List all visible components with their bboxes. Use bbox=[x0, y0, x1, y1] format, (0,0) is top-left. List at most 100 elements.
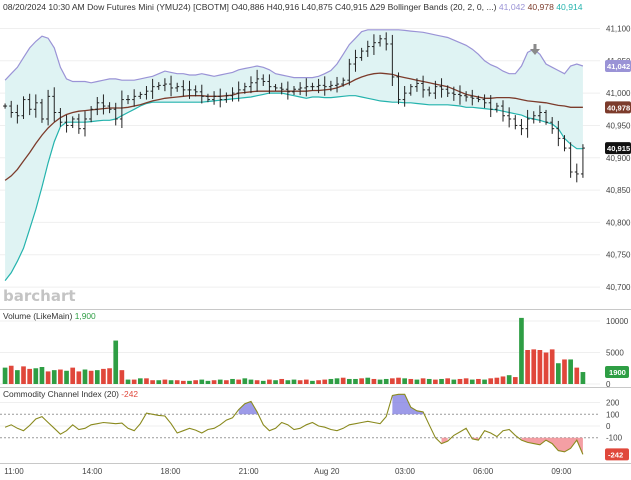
price-bar bbox=[224, 92, 229, 103]
volume-bar bbox=[531, 349, 537, 384]
volume-last-badge-label: 1900 bbox=[609, 368, 626, 377]
price-bar bbox=[230, 87, 235, 102]
chart-header: 08/20/2024 10:30 AM Dow Futures Mini (YM… bbox=[3, 2, 583, 12]
price-bar bbox=[261, 74, 266, 87]
price-bar bbox=[113, 102, 118, 126]
price-bar bbox=[132, 89, 137, 107]
volume-bar bbox=[334, 378, 340, 384]
volume-bar bbox=[433, 379, 438, 384]
price-bar bbox=[27, 93, 32, 116]
volume-bar bbox=[15, 370, 20, 384]
volume-bar bbox=[113, 340, 119, 384]
price-bar bbox=[212, 91, 217, 105]
volume-bar bbox=[230, 378, 235, 384]
cci-extreme-fill bbox=[441, 437, 448, 444]
time-tick-label: 06:00 bbox=[473, 467, 494, 476]
price-tick-label: 40,750 bbox=[606, 251, 631, 260]
header-bb-lower: 40,914 bbox=[556, 2, 583, 12]
volume-bar bbox=[451, 379, 457, 384]
volume-bar bbox=[236, 379, 242, 384]
volume-bar bbox=[285, 380, 291, 384]
volume-bar bbox=[248, 379, 254, 384]
price-bar bbox=[101, 94, 106, 115]
price-bar bbox=[82, 111, 87, 137]
volume-bar bbox=[131, 379, 137, 384]
price-bar bbox=[126, 95, 131, 105]
price-bar bbox=[427, 86, 432, 97]
cci-gridlines bbox=[0, 402, 600, 439]
volume-bar bbox=[500, 376, 506, 384]
price-bar bbox=[396, 72, 401, 105]
time-tick-label: 21:00 bbox=[239, 467, 260, 476]
price-value-badge: 40,915 bbox=[605, 142, 631, 155]
time-tick-label: Aug 20 bbox=[314, 467, 340, 476]
barchart-logo: barchart bbox=[3, 287, 76, 305]
volume-bar bbox=[469, 379, 475, 384]
time-axis: 11:00 14:00 18:00 21:00 Aug 20 03:00 06:00 09:0… bbox=[4, 467, 572, 476]
volume-bar bbox=[101, 368, 106, 384]
volume-bar bbox=[537, 350, 543, 384]
price-bar bbox=[248, 76, 253, 94]
down-arrow-icon bbox=[530, 44, 540, 55]
cci-axis: 200 100 0 -100 -242 bbox=[605, 399, 629, 461]
price-tick-label: 40,850 bbox=[606, 186, 631, 195]
price-bar bbox=[46, 89, 51, 126]
volume-axis: 10000 5000 0 1900 bbox=[605, 317, 629, 389]
volume-bar bbox=[463, 378, 469, 384]
volume-bar bbox=[359, 378, 364, 384]
price-bar bbox=[138, 91, 143, 99]
volume-bar bbox=[549, 349, 555, 384]
price-bar bbox=[574, 163, 579, 183]
volume-bar bbox=[21, 366, 26, 384]
volume-bars bbox=[2, 317, 586, 384]
volume-bar bbox=[150, 380, 155, 384]
volume-bar bbox=[310, 380, 315, 384]
volume-bar bbox=[254, 380, 260, 384]
volume-bar bbox=[426, 378, 432, 384]
price-bar bbox=[89, 106, 94, 123]
volume-bar bbox=[187, 380, 192, 384]
price-value-badge-label: 40,978 bbox=[607, 103, 630, 112]
price-bar bbox=[378, 34, 383, 47]
volume-bar bbox=[162, 379, 168, 384]
price-bar bbox=[537, 105, 542, 123]
volume-bar bbox=[267, 379, 272, 384]
header-bb-upper: 41,042 bbox=[499, 2, 526, 12]
price-tick-label: 40,700 bbox=[606, 283, 631, 292]
volume-bar bbox=[137, 378, 143, 384]
volume-bar bbox=[519, 317, 524, 384]
price-bar bbox=[310, 82, 315, 91]
volume-bar bbox=[211, 380, 217, 384]
cci-pane[interactable]: Commodity Channel Index (20) -242 bbox=[0, 389, 600, 455]
price-bar bbox=[156, 82, 161, 90]
bollinger-lower-line bbox=[4, 92, 583, 281]
price-bars bbox=[3, 32, 585, 183]
volume-bar bbox=[156, 380, 162, 384]
price-pane[interactable]: barchart bbox=[0, 27, 600, 305]
volume-bar bbox=[168, 380, 174, 384]
volume-pane[interactable]: Volume (LikeMain) 1,900 bbox=[0, 311, 600, 385]
price-bar bbox=[95, 96, 100, 116]
volume-bar bbox=[174, 380, 180, 384]
price-bar bbox=[33, 94, 38, 118]
price-bar bbox=[205, 93, 210, 103]
volume-bar bbox=[365, 377, 371, 384]
volume-bar bbox=[205, 380, 211, 384]
cci-tick-label: 100 bbox=[606, 410, 620, 419]
volume-last-badge: 1900 bbox=[605, 366, 629, 379]
volume-bar bbox=[396, 377, 401, 384]
volume-bar bbox=[340, 377, 346, 384]
price-bar bbox=[513, 115, 518, 130]
volume-bar bbox=[420, 378, 426, 384]
price-bar bbox=[390, 34, 395, 87]
volume-bar bbox=[58, 369, 63, 384]
price-bar bbox=[199, 84, 204, 104]
price-tick-label: 40,900 bbox=[606, 154, 631, 163]
price-bar bbox=[187, 80, 192, 99]
volume-bar bbox=[445, 378, 451, 384]
volume-bar bbox=[482, 379, 487, 384]
volume-bar bbox=[297, 380, 303, 384]
price-bar bbox=[181, 80, 186, 97]
volume-bar bbox=[45, 371, 51, 384]
volume-bar bbox=[51, 370, 57, 384]
